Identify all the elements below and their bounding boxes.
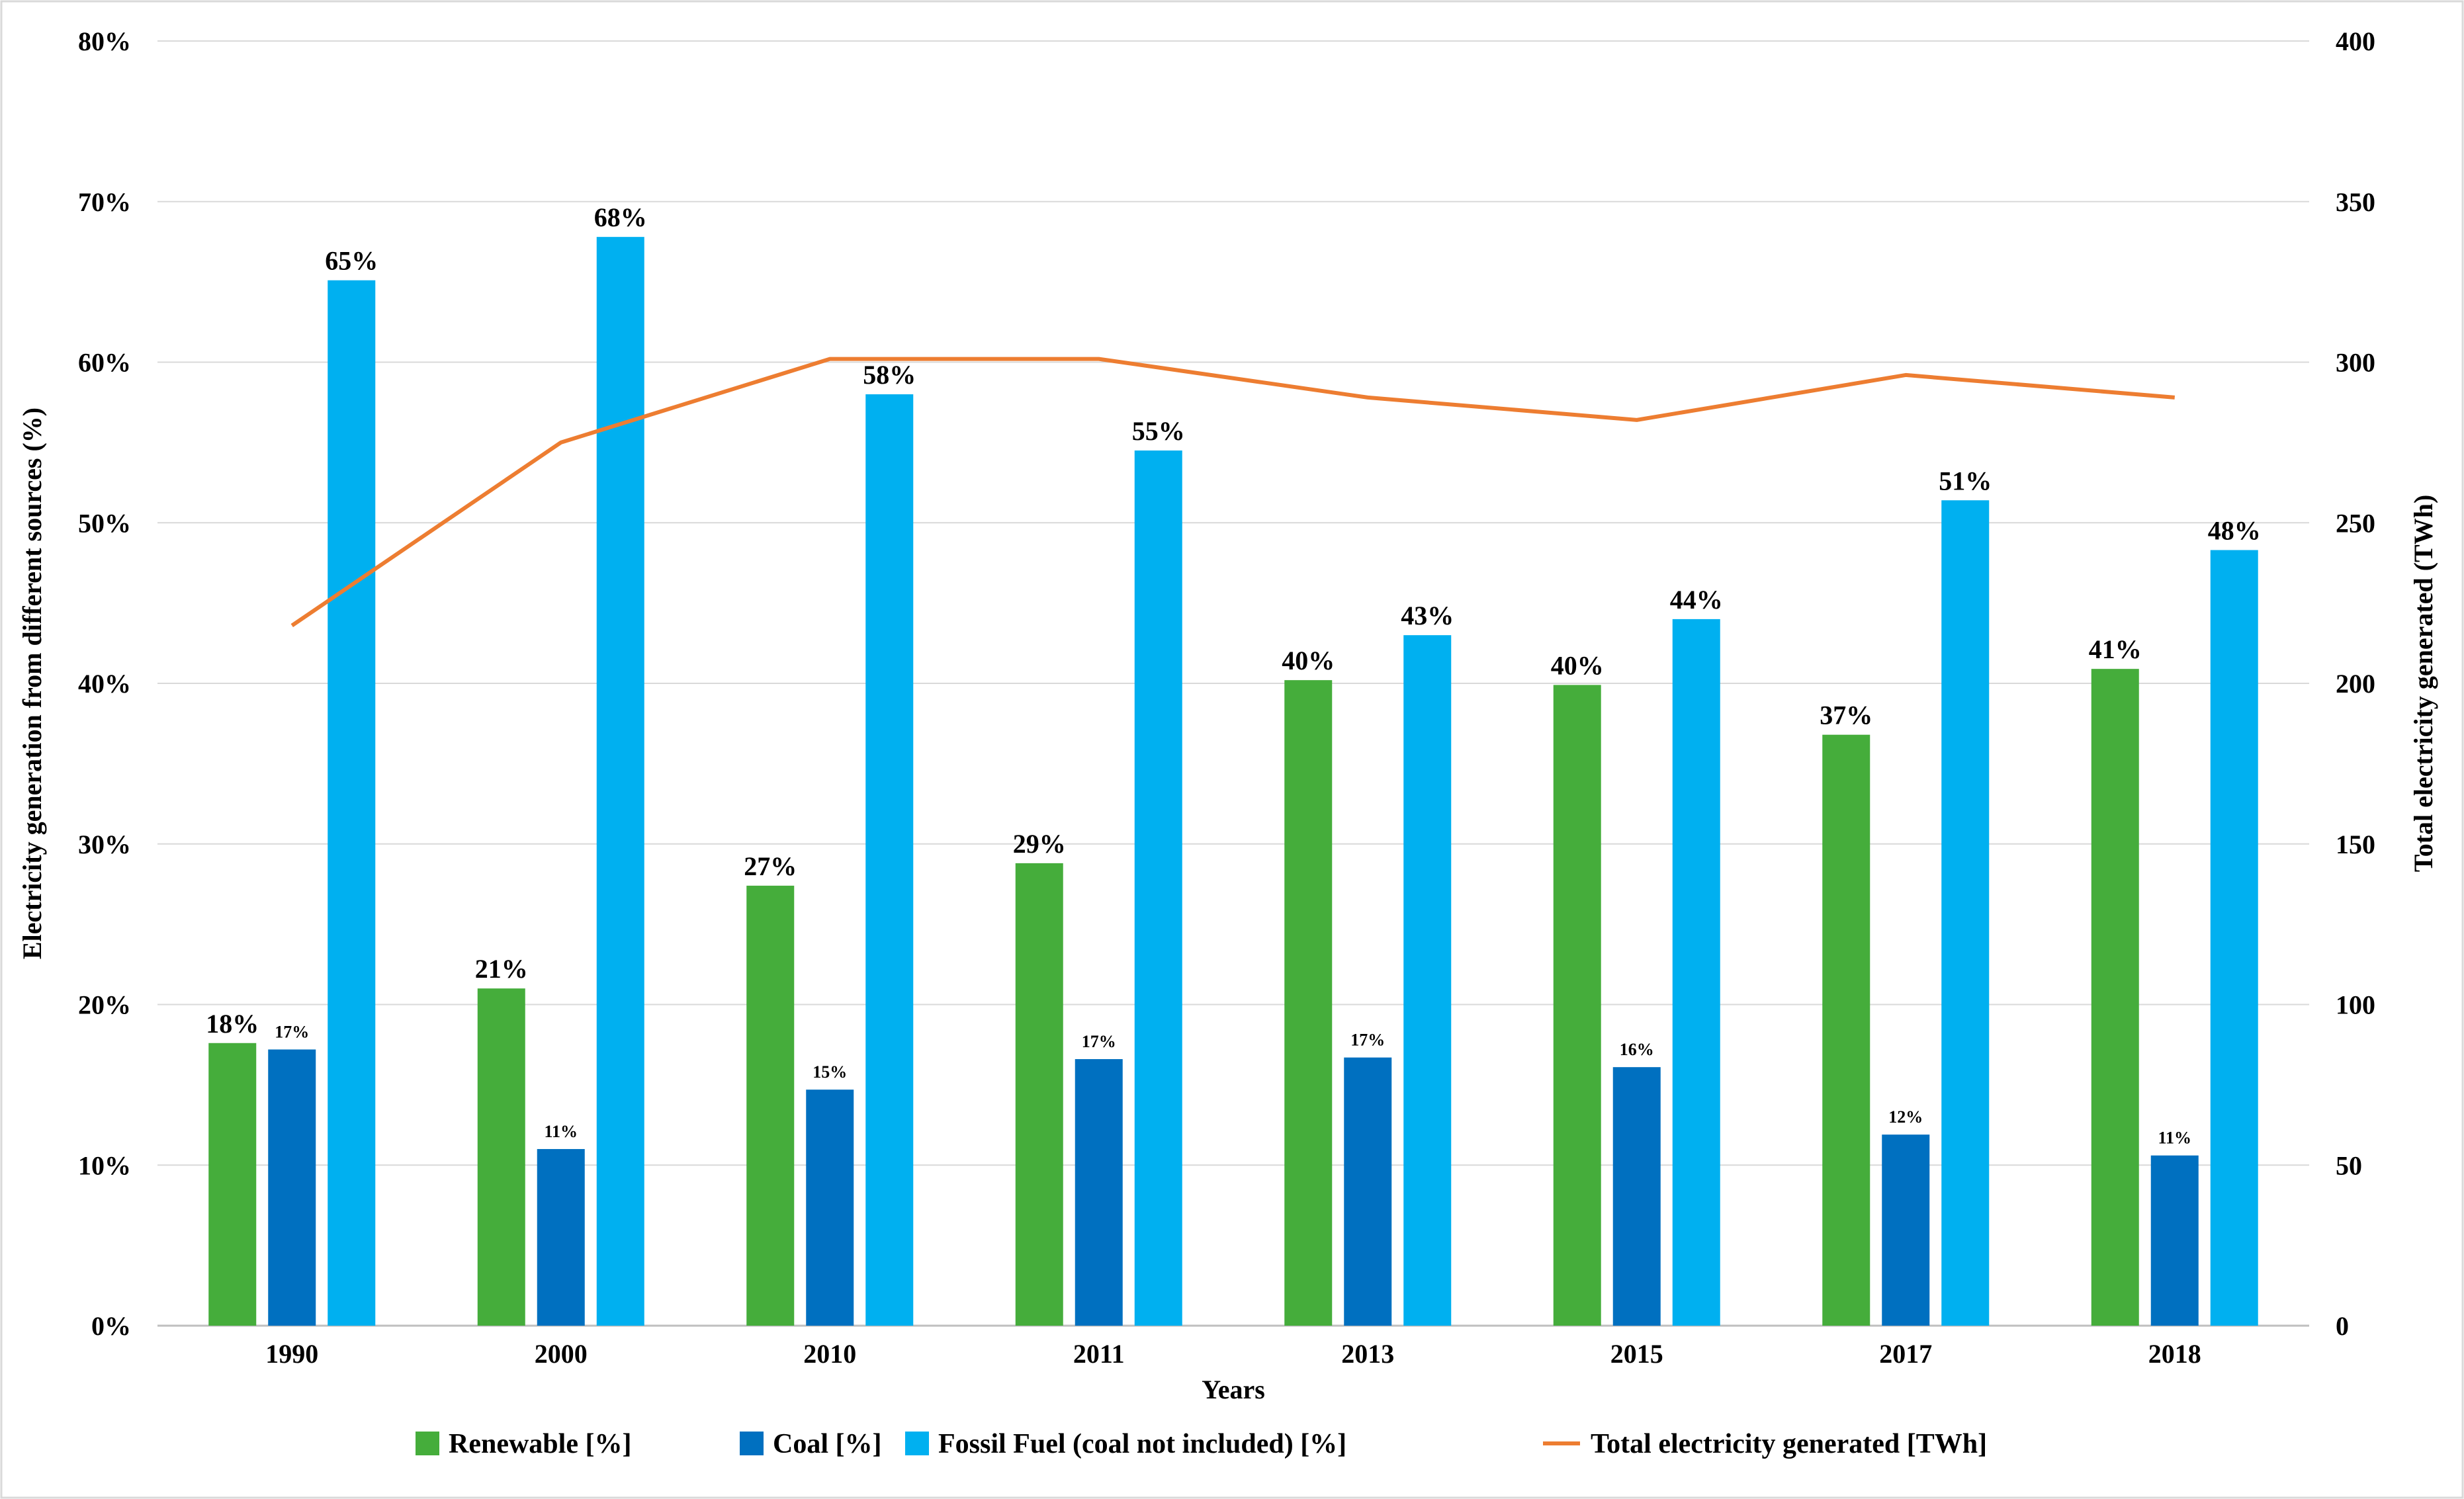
data-label: 12% <box>1888 1107 1923 1127</box>
bar <box>1672 619 1720 1326</box>
y2-tick-label: 100 <box>2336 990 2375 1020</box>
x-tick-label: 2010 <box>803 1339 856 1369</box>
y-tick-label: 60% <box>78 348 131 378</box>
y2-tick-label: 200 <box>2336 669 2375 699</box>
y-tick-label: 70% <box>78 187 131 217</box>
data-label: 40% <box>1282 646 1335 675</box>
y2-tick-label: 300 <box>2336 348 2375 378</box>
data-label: 51% <box>1939 466 1992 495</box>
legend-swatch <box>416 1432 439 1455</box>
y-tick-label: 10% <box>78 1150 131 1180</box>
legend-swatch <box>740 1432 764 1455</box>
x-tick-label: 2017 <box>1879 1339 1932 1369</box>
data-label: 17% <box>1350 1031 1385 1050</box>
y-tick-label: 20% <box>78 990 131 1020</box>
bar <box>1612 1067 1661 1326</box>
y-tick-label: 0% <box>91 1311 131 1341</box>
data-label: 18% <box>206 1009 259 1039</box>
x-tick-label: 2011 <box>1073 1339 1125 1369</box>
data-label: 58% <box>863 360 916 390</box>
data-label: 21% <box>475 954 528 984</box>
y-tick-label: 30% <box>78 830 131 859</box>
bar <box>1941 500 1990 1326</box>
data-label: 48% <box>2208 516 2261 546</box>
data-label: 11% <box>2158 1129 2191 1148</box>
y2-tick-label: 350 <box>2336 187 2375 217</box>
x-axis-title: Years <box>1202 1375 1265 1404</box>
bar <box>1284 680 1333 1326</box>
x-tick-label: 2018 <box>2148 1339 2201 1369</box>
data-label: 40% <box>1551 650 1604 680</box>
x-tick-label: 2000 <box>535 1339 588 1369</box>
y2-tick-label: 250 <box>2336 508 2375 538</box>
bar <box>2210 550 2258 1326</box>
data-label: 43% <box>1401 601 1454 630</box>
y-tick-label: 50% <box>78 508 131 538</box>
data-label: 29% <box>1013 829 1066 859</box>
bars <box>208 237 2258 1326</box>
x-tick-label: 1990 <box>265 1339 318 1369</box>
legend-label: Fossil Fuel (coal not included) [%] <box>938 1429 1346 1459</box>
data-label: 65% <box>325 246 378 276</box>
data-labels: 18% 21% 27% 29% 40% 40% 37% 41% 17% 11% 15% 17% 17% 1… <box>206 202 2261 1148</box>
data-label: 55% <box>1132 416 1185 446</box>
y-tick-label: 40% <box>78 669 131 699</box>
y2-tick-label: 150 <box>2336 830 2375 859</box>
line-series <box>290 357 2175 628</box>
bar <box>806 1090 854 1326</box>
total-electricity-line <box>290 357 2175 628</box>
data-label: 16% <box>1620 1040 1654 1059</box>
data-label: 11% <box>544 1122 578 1141</box>
bar <box>2150 1155 2199 1326</box>
bar <box>1344 1057 1392 1326</box>
bar <box>1075 1059 1123 1326</box>
y-axis-title: Electricity generation from different so… <box>17 407 47 959</box>
x-tick-label: 2013 <box>1341 1339 1394 1369</box>
data-label: 27% <box>744 851 797 881</box>
bar <box>596 237 644 1326</box>
y2-tick-label: 50 <box>2336 1150 2362 1180</box>
x-tick-label: 2015 <box>1610 1339 1663 1369</box>
data-label: 68% <box>594 202 647 232</box>
bar <box>1822 734 1870 1326</box>
legend: Renewable [%] Coal [%] Fossil Fuel (coal n… <box>416 1429 1987 1459</box>
bar <box>268 1049 316 1326</box>
axes: Years Electricity generation from differ… <box>17 26 2438 1404</box>
data-label: 15% <box>813 1062 847 1082</box>
bar <box>746 885 795 1326</box>
bar <box>208 1043 257 1326</box>
legend-label: Renewable [%] <box>449 1429 631 1459</box>
bar <box>865 394 914 1326</box>
legend-label: Total electricity generated [TWh] <box>1591 1429 1987 1459</box>
bar <box>477 988 525 1326</box>
bar <box>1015 863 1063 1326</box>
bar <box>1403 635 1452 1326</box>
bar <box>537 1148 585 1326</box>
bar <box>1882 1135 1930 1326</box>
legend-swatch <box>905 1432 929 1455</box>
data-label: 44% <box>1670 585 1723 615</box>
bar <box>2091 669 2139 1326</box>
bar <box>1553 685 1601 1326</box>
y-tick-label: 80% <box>78 26 131 56</box>
bar <box>1134 450 1182 1326</box>
data-label: 17% <box>275 1022 309 1041</box>
legend-label: Coal [%] <box>773 1429 881 1459</box>
y2-tick-label: 0 <box>2336 1311 2349 1341</box>
data-label: 41% <box>2089 634 2142 664</box>
bar <box>328 280 376 1326</box>
data-label: 17% <box>1082 1032 1116 1051</box>
y2-axis-title: Total electricity generated (TWh) <box>2408 495 2438 873</box>
y2-tick-label: 400 <box>2336 26 2375 56</box>
data-label: 37% <box>1820 701 1872 730</box>
